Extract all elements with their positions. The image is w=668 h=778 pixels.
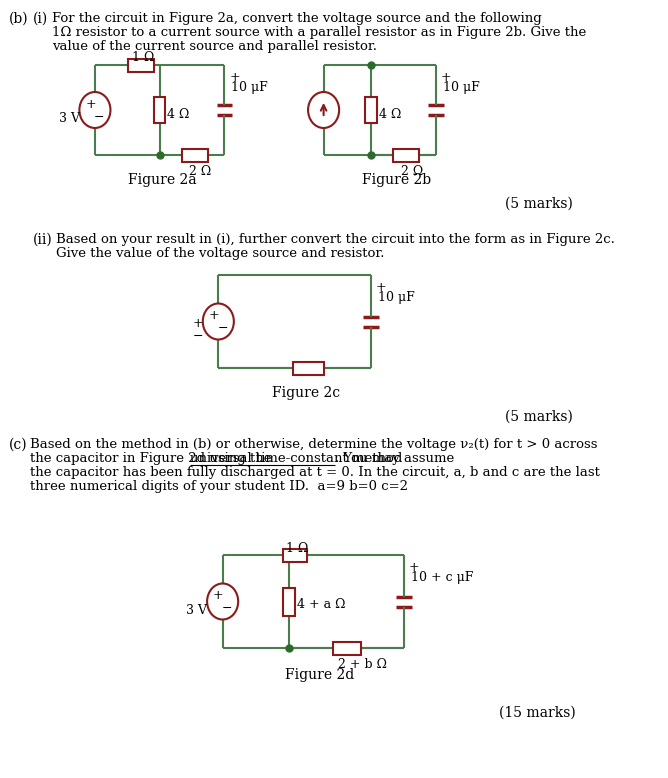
Text: 4 Ω: 4 Ω <box>168 108 190 121</box>
Bar <box>333 642 361 654</box>
Bar <box>128 58 154 72</box>
Bar <box>182 149 208 162</box>
Text: For the circuit in Figure 2a, convert the voltage source and the following: For the circuit in Figure 2a, convert th… <box>52 12 542 25</box>
Text: 10 + c μF: 10 + c μF <box>411 571 473 584</box>
Text: (ii): (ii) <box>33 233 53 247</box>
Text: +: + <box>375 281 386 294</box>
Text: +: + <box>213 589 224 602</box>
Text: the capacitor has been fully discharged at t = 0. In the circuit, a, b and c are: the capacitor has been fully discharged … <box>30 466 600 479</box>
Text: 10 μF: 10 μF <box>378 291 415 304</box>
Bar <box>293 362 325 374</box>
Text: 10 μF: 10 μF <box>443 81 480 94</box>
Text: universal time-constant method: universal time-constant method <box>190 452 402 465</box>
Text: 4 Ω: 4 Ω <box>379 108 401 121</box>
Text: −: − <box>222 602 232 615</box>
Text: (i): (i) <box>33 12 48 26</box>
Text: +: + <box>192 317 203 330</box>
Text: 1 Ω: 1 Ω <box>287 542 309 555</box>
Bar <box>154 97 165 123</box>
Text: 10 μF: 10 μF <box>231 81 268 94</box>
Text: three numerical digits of your student ID.  a=9 b=0 c=2: three numerical digits of your student I… <box>30 480 408 493</box>
Text: 1 Ω: 1 Ω <box>132 51 154 64</box>
Bar <box>283 587 295 615</box>
Text: 2 + b Ω: 2 + b Ω <box>338 658 387 671</box>
Text: +: + <box>86 97 96 110</box>
Text: Give the value of the voltage source and resistor.: Give the value of the voltage source and… <box>56 247 385 260</box>
Bar <box>365 97 377 123</box>
Bar <box>393 149 419 162</box>
Text: 3 V: 3 V <box>186 604 207 616</box>
Text: (c): (c) <box>9 438 27 452</box>
Text: Based on the method in (b) or otherwise, determine the voltage ν₂(t) for t > 0 a: Based on the method in (b) or otherwise,… <box>30 438 598 451</box>
Text: Figure 2c: Figure 2c <box>272 386 340 400</box>
Text: +: + <box>441 71 452 84</box>
Text: −: − <box>94 110 104 124</box>
Text: −: − <box>192 330 203 342</box>
Text: Figure 2a: Figure 2a <box>128 173 196 187</box>
Text: the capacitor in Figure 2d using the: the capacitor in Figure 2d using the <box>30 452 276 465</box>
Text: (5 marks): (5 marks) <box>505 197 572 211</box>
Text: +: + <box>230 71 240 84</box>
Bar <box>283 548 307 562</box>
Text: value of the current source and parallel resistor.: value of the current source and parallel… <box>52 40 377 53</box>
Text: (b): (b) <box>9 12 28 26</box>
Text: Figure 2d: Figure 2d <box>285 668 354 682</box>
Text: (15 marks): (15 marks) <box>499 706 576 720</box>
Text: +: + <box>208 309 219 322</box>
Text: . You may assume: . You may assume <box>335 452 454 465</box>
Text: Figure 2b: Figure 2b <box>363 173 432 187</box>
Text: +: + <box>408 561 419 574</box>
Text: 1Ω resistor to a current source with a parallel resistor as in Figure 2b. Give t: 1Ω resistor to a current source with a p… <box>52 26 586 39</box>
Text: −: − <box>217 322 228 335</box>
Text: 3 V: 3 V <box>59 112 79 125</box>
Text: 4 + a Ω: 4 + a Ω <box>297 598 345 612</box>
Text: 2 Ω: 2 Ω <box>190 165 212 178</box>
Text: Based on your result in (i), further convert the circuit into the form as in Fig: Based on your result in (i), further con… <box>56 233 615 246</box>
Text: (5 marks): (5 marks) <box>505 410 572 424</box>
Text: 2 Ω: 2 Ω <box>401 165 423 178</box>
